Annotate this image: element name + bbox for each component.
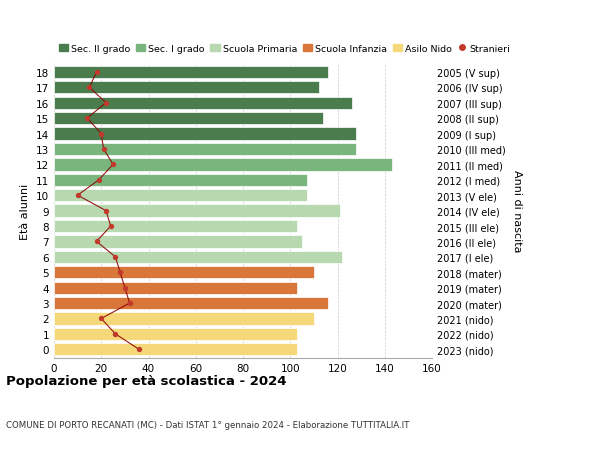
Y-axis label: Anni di nascita: Anni di nascita — [512, 170, 522, 252]
Bar — [54, 251, 342, 263]
Point — [92, 238, 101, 246]
Point — [106, 223, 116, 230]
Bar — [54, 174, 307, 186]
Point — [101, 100, 111, 107]
Point — [85, 84, 94, 92]
Point — [110, 254, 120, 261]
Point — [97, 130, 106, 138]
Text: COMUNE DI PORTO RECANATI (MC) - Dati ISTAT 1° gennaio 2024 - Elaborazione TUTTIT: COMUNE DI PORTO RECANATI (MC) - Dati IST… — [6, 420, 409, 429]
Y-axis label: Età alunni: Età alunni — [20, 183, 31, 239]
Bar — [54, 328, 298, 340]
Bar — [54, 190, 307, 202]
Bar — [54, 220, 298, 233]
Point — [110, 330, 120, 338]
Bar — [54, 282, 298, 294]
Point — [134, 346, 144, 353]
Point — [101, 207, 111, 215]
Bar — [54, 313, 314, 325]
Point — [125, 300, 134, 307]
Text: Popolazione per età scolastica - 2024: Popolazione per età scolastica - 2024 — [6, 374, 287, 387]
Bar — [54, 113, 323, 125]
Point — [120, 285, 130, 292]
Point — [99, 146, 109, 153]
Bar — [54, 343, 298, 356]
Point — [108, 161, 118, 168]
Legend: Sec. II grado, Sec. I grado, Scuola Primaria, Scuola Infanzia, Asilo Nido, Stran: Sec. II grado, Sec. I grado, Scuola Prim… — [59, 45, 511, 54]
Bar — [54, 297, 328, 309]
Bar — [54, 128, 356, 140]
Bar — [54, 82, 319, 94]
Point — [82, 115, 92, 123]
Point — [73, 192, 82, 199]
Bar — [54, 267, 314, 279]
Bar — [54, 144, 356, 156]
Point — [115, 269, 125, 276]
Bar — [54, 97, 352, 110]
Point — [92, 69, 101, 76]
Point — [97, 315, 106, 323]
Bar — [54, 67, 328, 79]
Bar — [54, 236, 302, 248]
Bar — [54, 159, 392, 171]
Bar — [54, 205, 340, 217]
Point — [94, 177, 104, 184]
